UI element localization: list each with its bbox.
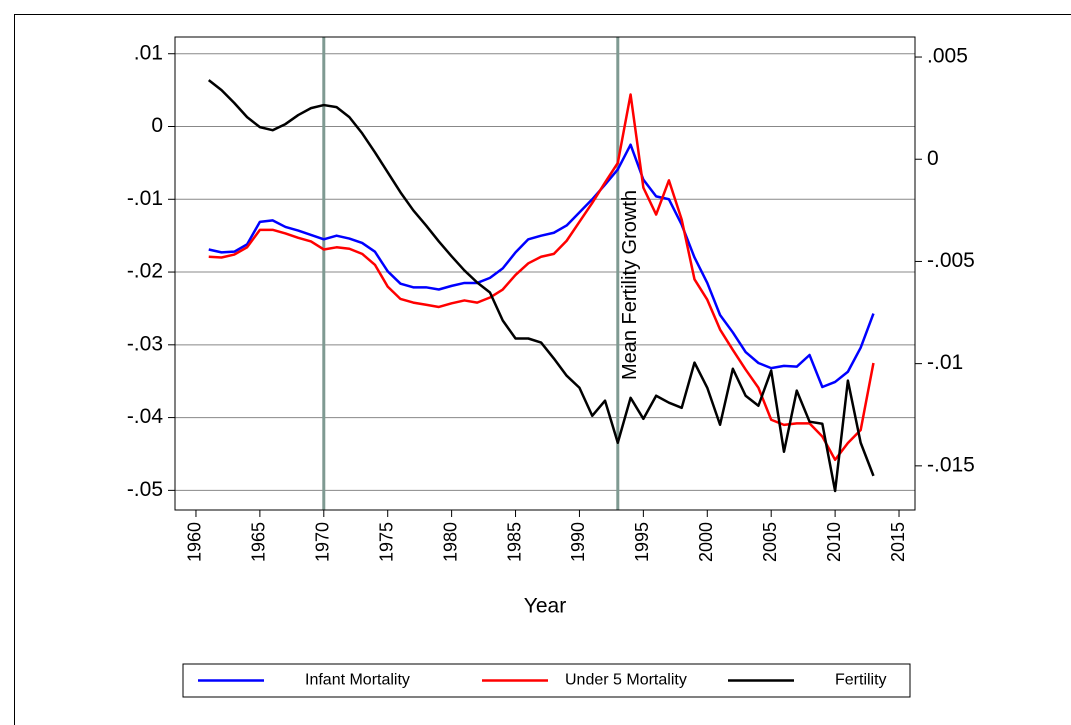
annotation: Mean Fertility Growth <box>619 190 641 380</box>
x-tick-label: 2010 <box>824 522 844 562</box>
x-tick-label: 1985 <box>504 522 524 562</box>
y2-tick-label: 0 <box>927 147 939 170</box>
y2-tick-label: -.01 <box>927 351 963 374</box>
x-tick-label: 2015 <box>888 522 908 562</box>
y2-tick-label: -.005 <box>927 249 975 272</box>
x-axis-title: Year <box>524 595 566 618</box>
legend-label: Fertility <box>835 672 887 689</box>
series-line <box>208 143 875 389</box>
y-tick-label: -.02 <box>127 260 163 283</box>
series-line <box>208 93 875 462</box>
legend-label: Infant Mortality <box>305 672 410 689</box>
series-line <box>207 79 875 493</box>
y2-tick-label: -.015 <box>927 453 975 476</box>
x-tick-label: 1995 <box>632 522 652 562</box>
x-tick-label: 2005 <box>760 522 780 562</box>
x-tick-label: 2000 <box>696 522 716 562</box>
y-tick-label: -.03 <box>127 332 163 355</box>
x-tick-label: 1975 <box>376 522 396 562</box>
legend-label: Under 5 Mortality <box>565 672 687 689</box>
x-tick-label: 1980 <box>440 522 460 562</box>
y-tick-label: -.01 <box>127 187 163 210</box>
x-tick-label: 1970 <box>313 522 333 562</box>
y-tick-label: -.04 <box>127 405 164 428</box>
x-tick-label: 1990 <box>568 522 588 562</box>
y-tick-label: 0 <box>151 114 163 137</box>
x-tick-label: 1965 <box>249 522 269 562</box>
x-tick-label: 1960 <box>185 522 205 562</box>
plot-area <box>175 37 915 510</box>
y-tick-label: .01 <box>134 41 163 64</box>
plot-border <box>174 36 916 511</box>
y-tick-label: -.05 <box>127 478 163 501</box>
y2-tick-label: .005 <box>927 45 968 68</box>
